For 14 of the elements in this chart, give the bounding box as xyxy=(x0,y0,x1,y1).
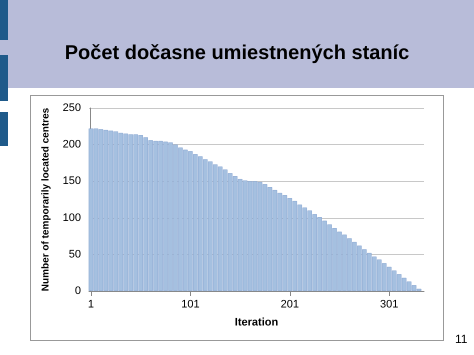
y-tick-label: 250 xyxy=(62,102,81,114)
x-tick-label: 201 xyxy=(280,298,299,310)
chart-title: Počet dočasne umiestnených staníc xyxy=(64,42,410,65)
y-tick-label: 150 xyxy=(62,175,81,188)
x-tick-label: 301 xyxy=(380,298,398,310)
x-axis-title: Iteration xyxy=(234,316,278,328)
y-axis-title: Number of temporarily located centres xyxy=(40,107,52,292)
text: 11 xyxy=(455,332,468,346)
y-tick-label: 50 xyxy=(68,248,81,260)
y-tick-label: 200 xyxy=(62,138,81,151)
x-tick-label: 101 xyxy=(181,298,200,310)
y-tick-label: 100 xyxy=(62,212,81,224)
x-tick-label: 1 xyxy=(88,298,94,310)
y-tick-label: 0 xyxy=(74,285,81,297)
